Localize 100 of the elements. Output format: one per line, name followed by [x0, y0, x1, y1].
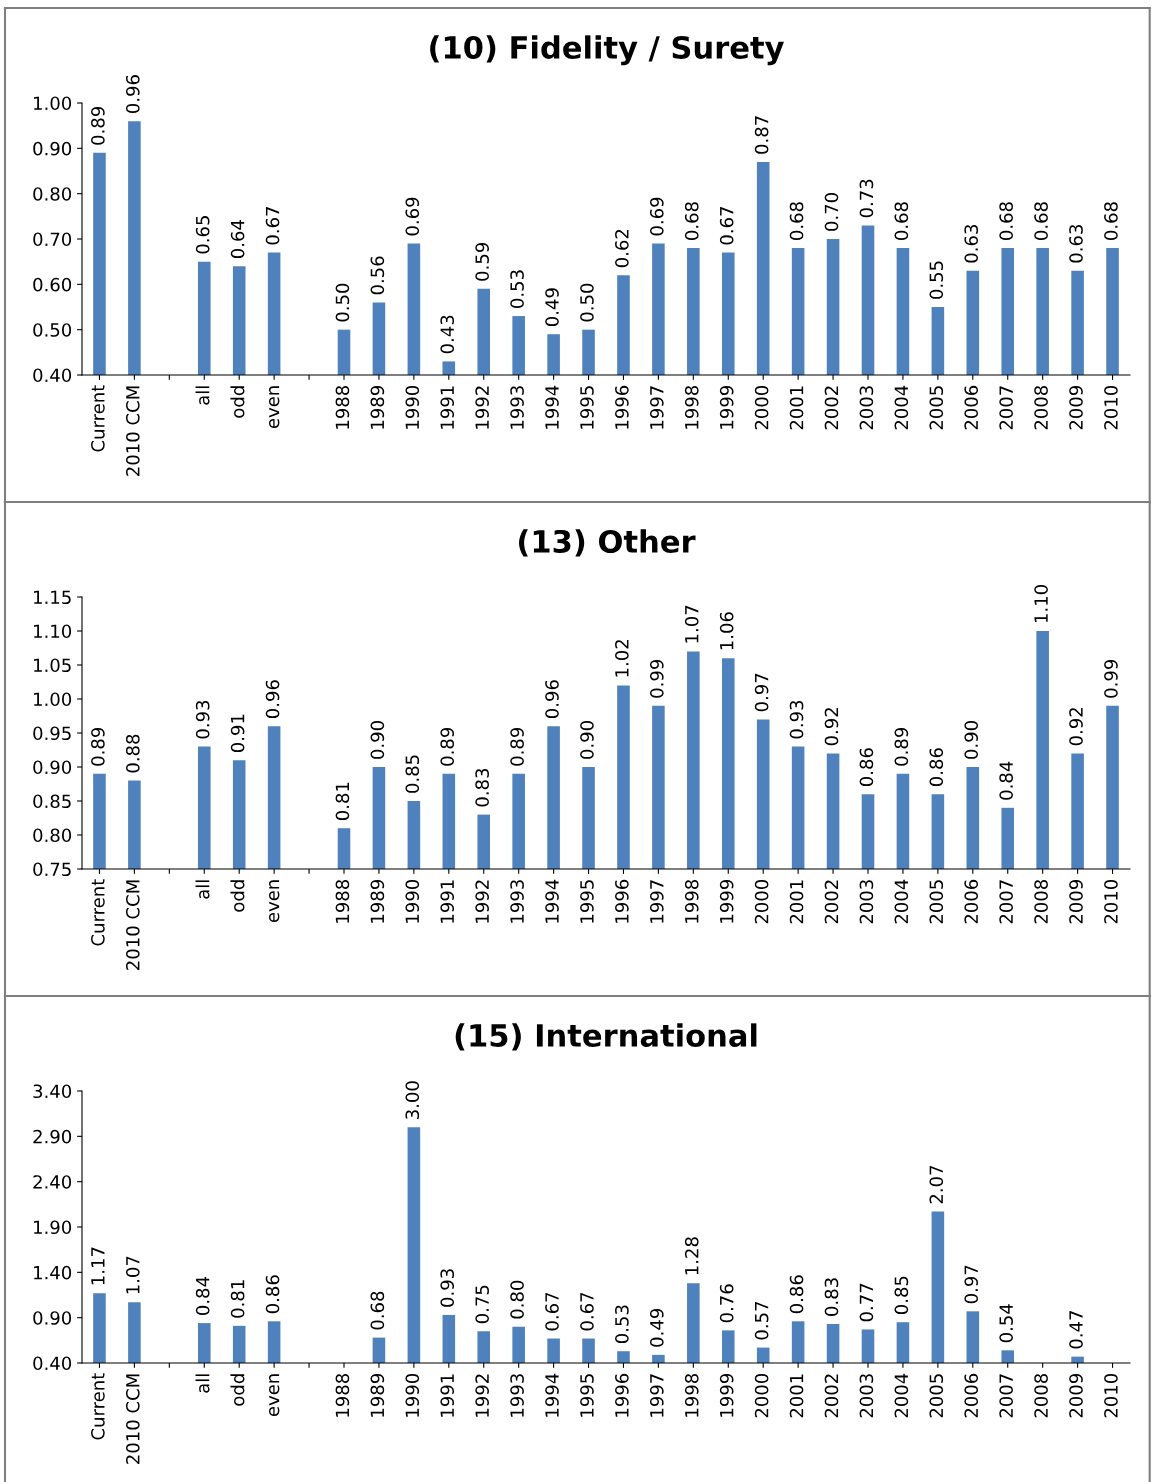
- y-tick-label: 0.90: [33, 1311, 72, 1325]
- x-tick-label: 2008: [1034, 1373, 1048, 1418]
- x-tick-label: 2002: [824, 880, 839, 924]
- data-label: 0.49: [649, 1308, 664, 1347]
- data-label: 0.67: [545, 1292, 559, 1331]
- y-tick-label: 0.80: [33, 828, 72, 843]
- chart-title: (13) Other: [519, 529, 696, 557]
- x-tick-label: 2010 CCM: [125, 880, 140, 970]
- data-label: 1.28: [684, 1237, 699, 1275]
- x-tick-label: 1994: [545, 879, 559, 923]
- data-label: 0.86: [859, 748, 874, 787]
- x-tick-label: all: [195, 880, 210, 899]
- y-tick-label: 2.90: [33, 1129, 72, 1144]
- x-tick-label: 1997: [649, 880, 664, 923]
- data-label: 1.02: [615, 640, 629, 677]
- data-label: 3.00: [405, 1081, 420, 1119]
- data-label: 0.67: [265, 207, 280, 245]
- data-label: 0.96: [265, 680, 280, 719]
- x-tick-label: Current: [91, 385, 105, 452]
- data-label: 0.68: [894, 202, 909, 240]
- data-label: 0.91: [230, 714, 245, 753]
- data-label: 0.77: [859, 1283, 874, 1322]
- x-tick-label: 2001: [789, 1374, 804, 1418]
- x-tick-label: 2004: [894, 879, 909, 924]
- x-tick-label: 1993: [510, 1374, 524, 1417]
- x-tick-label: 2007: [999, 1374, 1013, 1418]
- y-tick-label: 1.90: [34, 1220, 72, 1235]
- data-label: 0.54: [999, 1304, 1013, 1343]
- x-tick-label: 1995: [580, 1374, 594, 1417]
- x-tick-label: even: [269, 880, 280, 923]
- data-label: 1.07: [125, 1256, 140, 1294]
- data-label: 0.90: [580, 721, 594, 759]
- data-label: 0.75: [475, 1285, 489, 1324]
- x-tick-label: 2004: [894, 385, 909, 430]
- data-label: 0.85: [894, 1276, 909, 1315]
- x-tick-label: 2000: [754, 385, 769, 430]
- x-tick-label: all: [195, 1374, 210, 1393]
- data-label: 0.83: [475, 768, 489, 807]
- y-tick-label: 0.80: [33, 187, 72, 201]
- x-tick-label: 2010: [1104, 879, 1118, 924]
- chart-title: (10) Fidelity / Surety: [430, 35, 784, 66]
- data-label: 0.99: [649, 659, 664, 698]
- x-tick-label: 2001: [789, 880, 804, 924]
- x-tick-label: 2009: [1069, 879, 1083, 924]
- data-label: 0.67: [719, 207, 734, 245]
- x-tick-label: 2010: [1104, 385, 1118, 430]
- y-tick-label: 0.85: [33, 794, 71, 809]
- x-tick-label: 2010 CCM: [125, 1374, 140, 1464]
- data-label: 0.73: [859, 179, 874, 218]
- x-tick-label: 2002: [824, 1374, 839, 1418]
- x-tick-label: all: [195, 386, 210, 405]
- y-tick-label: 2.40: [33, 1175, 72, 1189]
- x-tick-label: 2009: [1069, 1373, 1083, 1418]
- data-label: 0.84: [195, 1276, 210, 1315]
- data-label: 1.17: [91, 1247, 105, 1285]
- y-tick-label: 1.00: [34, 96, 72, 111]
- y-tick-label: 0.40: [33, 368, 72, 383]
- x-tick-label: 1999: [719, 1373, 734, 1417]
- data-label: 0.76: [719, 1284, 734, 1323]
- data-label: 0.57: [754, 1301, 769, 1340]
- data-label: 0.64: [230, 220, 245, 259]
- x-tick-label: odd: [230, 1374, 245, 1406]
- data-label: 0.89: [894, 727, 909, 766]
- data-label: 2.07: [929, 1165, 944, 1204]
- data-label: 0.90: [370, 721, 385, 759]
- data-label: 0.68: [1104, 202, 1118, 240]
- data-label: 0.81: [230, 1280, 245, 1318]
- y-tick-label: 0.60: [33, 277, 72, 292]
- x-tick-label: 2003: [859, 1374, 874, 1418]
- x-tick-label: 1999: [719, 385, 734, 429]
- x-tick-label: 1996: [615, 1373, 629, 1417]
- data-label: 0.56: [370, 256, 385, 295]
- x-tick-label: 1990: [405, 1373, 420, 1417]
- y-tick-label: 0.95: [33, 726, 71, 741]
- data-label: 0.90: [964, 721, 979, 759]
- data-label: 0.68: [999, 202, 1013, 240]
- x-tick-label: 2010 CCM: [125, 386, 140, 476]
- x-tick-label: 1994: [545, 385, 559, 429]
- data-label: 0.63: [1069, 225, 1083, 263]
- y-tick-label: 0.40: [33, 1356, 72, 1371]
- x-tick-label: 1988: [335, 1373, 350, 1417]
- data-label: 0.93: [195, 700, 210, 739]
- data-label: 0.68: [684, 202, 699, 240]
- data-label: 0.55: [929, 261, 944, 299]
- data-label: 0.68: [370, 1291, 385, 1330]
- x-tick-label: 2008: [1034, 385, 1048, 430]
- x-tick-label: 1995: [580, 880, 594, 923]
- x-tick-label: 1989: [370, 385, 385, 429]
- data-label: 0.68: [1034, 202, 1048, 240]
- data-label: 0.49: [545, 288, 559, 327]
- x-tick-label: 1998: [684, 879, 699, 923]
- x-tick-label: 1991: [440, 386, 455, 429]
- x-tick-label: 1991: [440, 1374, 455, 1417]
- data-label: 1.10: [1034, 585, 1048, 623]
- data-label: 0.69: [405, 197, 420, 236]
- data-label: 0.93: [789, 700, 804, 739]
- x-tick-label: Current: [91, 879, 105, 946]
- x-tick-label: 1988: [335, 385, 350, 429]
- x-tick-label: 1996: [615, 879, 629, 923]
- data-label: 0.87: [754, 116, 769, 154]
